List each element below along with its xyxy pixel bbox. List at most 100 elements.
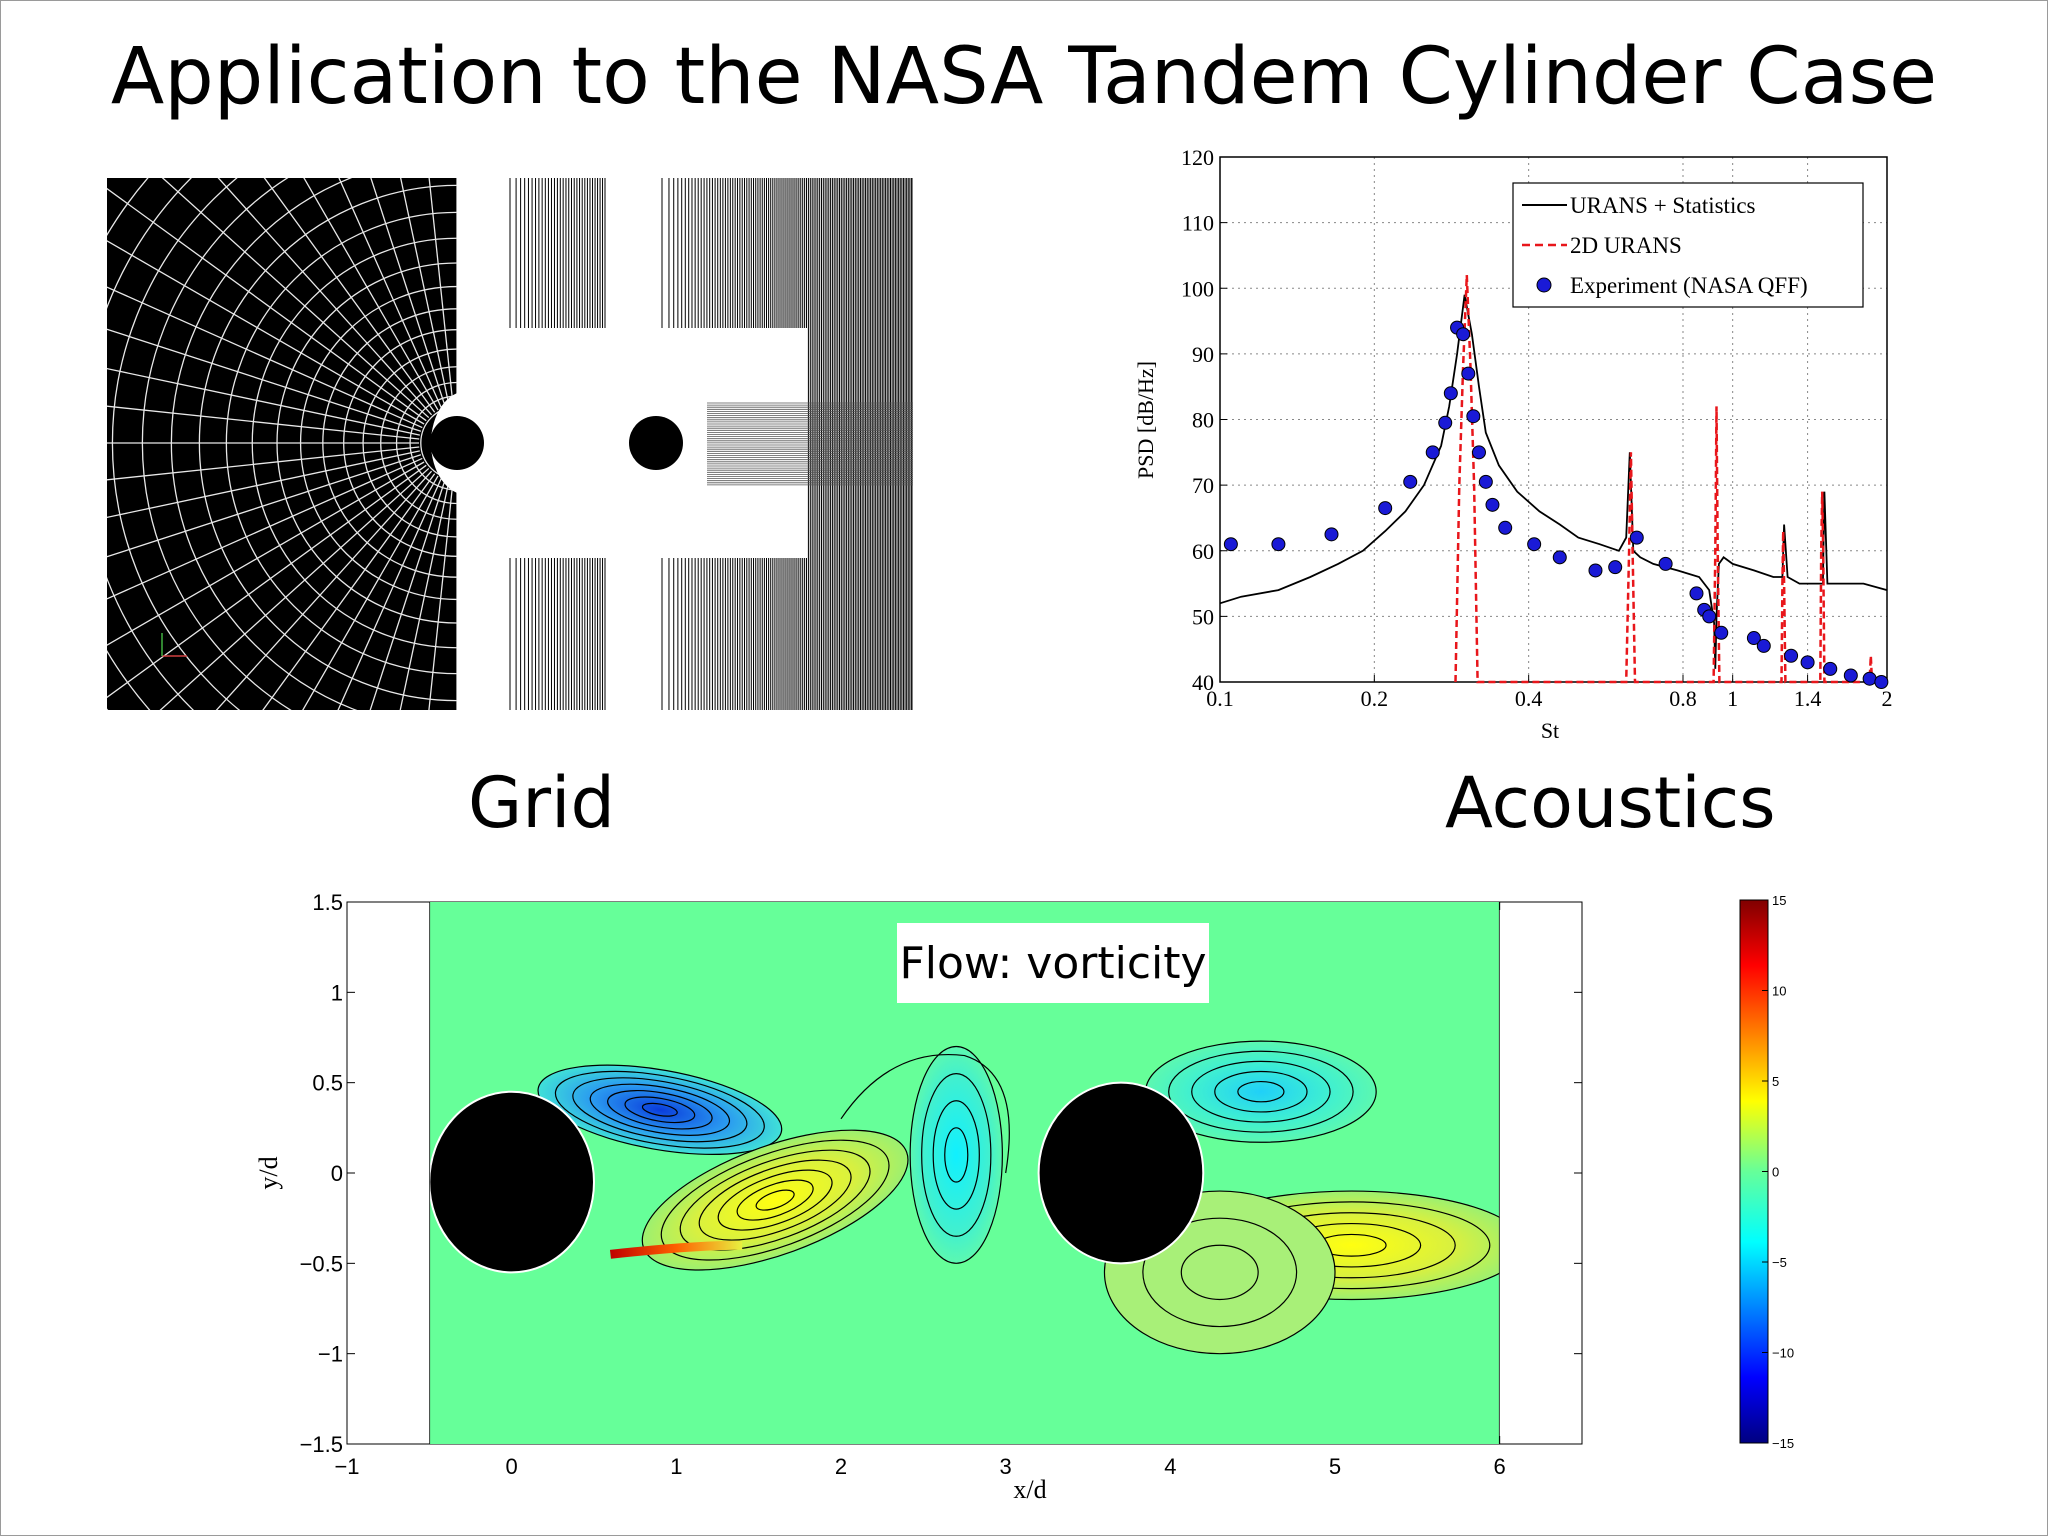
vortex-upper-shear <box>624 1096 696 1124</box>
colorbar-tick-label: −10 <box>1772 1346 1794 1361</box>
flow-x-tick-label: 1 <box>670 1454 682 1479</box>
experiment-point <box>1756 638 1771 653</box>
flow-y-label: y/d <box>254 1156 283 1189</box>
vortex-gap <box>909 1045 1003 1264</box>
experiment-point <box>1271 537 1286 552</box>
experiment-point <box>1843 668 1858 683</box>
acoustics-x-tick-label: 0.8 <box>1669 686 1697 711</box>
experiment-point <box>1588 563 1603 578</box>
vortex-upper-shear <box>554 1070 765 1149</box>
experiment-point <box>1324 527 1339 542</box>
cylinder-rear <box>629 416 683 470</box>
flow-y-tick-label: −1.5 <box>300 1432 343 1457</box>
flow-vorticity-chart: −1 0 1 2 3 4 5 6−1.5−1−0.500.511.5 x/d y/d Flow… <box>254 890 1583 1504</box>
vortex-lower-wake <box>717 1169 833 1231</box>
acoustics-x-label: St <box>1541 718 1559 743</box>
flow-x-tick-label: 4 <box>1164 1454 1176 1479</box>
flow-x-label: x/d <box>1013 1475 1046 1504</box>
vortex-upper-shear <box>641 1102 678 1117</box>
vortex-gap <box>944 1127 969 1183</box>
experiment-point <box>1478 474 1493 489</box>
flow-x-tick-label: 0 <box>506 1454 518 1479</box>
vortex-rear-bottom <box>1180 1244 1259 1301</box>
vortex-gap <box>921 1073 992 1237</box>
vortex-gap <box>932 1100 980 1210</box>
grid-caption: Grid <box>468 762 615 844</box>
slide-title: Application to the NASA Tandem Cylinder … <box>110 32 1938 122</box>
mesh-grid-image <box>107 178 913 710</box>
acoustics-y-ticks: 40 50 60 70 80 90 100 110 120 <box>1181 145 1227 695</box>
vortex-upper-shear <box>589 1083 731 1136</box>
vortex-lower-wake <box>698 1159 852 1241</box>
flow-x-tick-label: 2 <box>835 1454 847 1479</box>
acoustics-x-tick-label: 0.2 <box>1361 686 1389 711</box>
flow-ticks: −1 0 1 2 3 4 5 6−1.5−1−0.500.511.5 <box>300 890 1582 1479</box>
colorbar-tick-label: 0 <box>1772 1165 1779 1180</box>
experiment-point <box>1874 675 1889 689</box>
acoustics-x-tick-label: 2 <box>1882 686 1893 711</box>
vortex-rear-upper <box>1191 1060 1331 1123</box>
experiment-point <box>1466 409 1481 424</box>
shear-layer-red <box>609 1240 743 1259</box>
mesh-ray-lines <box>107 178 458 710</box>
vortex-rear-upper <box>1237 1080 1285 1103</box>
vortex-lower-wake <box>679 1149 871 1251</box>
series-urans-statistics <box>1219 294 1888 669</box>
flow-y-tick-label: −1 <box>318 1342 343 1367</box>
legend-swatch-experiment <box>1536 277 1552 293</box>
mesh-block-right <box>661 178 913 710</box>
experiment-point <box>1485 497 1500 512</box>
mesh-block-left <box>107 178 457 710</box>
experiment-point <box>1498 520 1513 535</box>
acoustics-y-tick-label: 40 <box>1192 670 1214 695</box>
legend-label-2d-urans: 2D URANS <box>1570 233 1682 258</box>
vortex-rear-upper <box>1168 1050 1354 1133</box>
acoustics-y-tick-label: 70 <box>1192 473 1214 498</box>
acoustics-y-tick-label: 100 <box>1181 276 1214 301</box>
mesh-wake-lines <box>707 402 913 486</box>
experiment-point <box>1689 586 1704 601</box>
experiment-point <box>1800 655 1815 670</box>
experiment-point <box>1456 327 1471 342</box>
experiment-point <box>1527 537 1542 552</box>
flow-x-tick-label: 5 <box>1329 1454 1341 1479</box>
cylinder-rear <box>1037 1081 1205 1265</box>
experiment-point <box>1438 415 1453 430</box>
experiment-point <box>1629 530 1644 545</box>
acoustics-y-tick-label: 50 <box>1192 604 1214 629</box>
vortex-rear-upper <box>1214 1070 1308 1113</box>
vortex-lower-wake <box>660 1139 890 1261</box>
experiment-point <box>1702 609 1717 624</box>
acoustics-x-tick-label: 1.4 <box>1794 686 1822 711</box>
vortex-upper-shear <box>537 1064 783 1155</box>
flow-x-tick-label: 3 <box>1000 1454 1012 1479</box>
vortex-lower-wake <box>736 1179 814 1221</box>
acoustics-x-tick-label: 0.1 <box>1206 686 1234 711</box>
flow-y-tick-label: 1 <box>331 980 343 1005</box>
flow-y-tick-label: −0.5 <box>300 1251 343 1276</box>
experiment-point <box>1471 445 1486 460</box>
legend-label-experiment: Experiment (NASA QFF) <box>1570 273 1808 298</box>
legend-label-urans-stats: URANS + Statistics <box>1570 193 1756 218</box>
experiment-point <box>1746 631 1761 646</box>
colorbar-tick-label: −15 <box>1772 1436 1794 1451</box>
acoustics-x-tick-label: 1 <box>1727 686 1738 711</box>
vortex-rear-bottom <box>1142 1217 1298 1328</box>
acoustics-series <box>1219 275 1889 689</box>
experiment-point <box>1823 661 1838 676</box>
acoustics-legend: URANS + Statistics 2D URANS Experiment (… <box>1512 182 1864 308</box>
axis-triad-icon <box>161 633 187 657</box>
colorbar-tick-label: 10 <box>1772 984 1786 999</box>
series-2d-urans <box>1454 275 1874 684</box>
vortex-upper-shear <box>607 1090 713 1130</box>
legend-box <box>1512 182 1864 308</box>
vorticity-colorbar: 15 10 5 0 −5 −10 −15 <box>1739 895 1794 1451</box>
contour-gap-arc <box>840 1054 1010 1174</box>
flow-y-tick-label: 1.5 <box>312 890 343 915</box>
acoustics-x-ticks: 0.1 0.2 0.4 0.8 1 1.4 2 <box>1206 675 1893 711</box>
experiment-point <box>1378 501 1393 516</box>
acoustics-y-tick-label: 60 <box>1192 539 1214 564</box>
colorbar-ticks: 15 10 5 0 −5 −10 −15 <box>1762 895 1794 1451</box>
experiment-point <box>1443 386 1458 401</box>
